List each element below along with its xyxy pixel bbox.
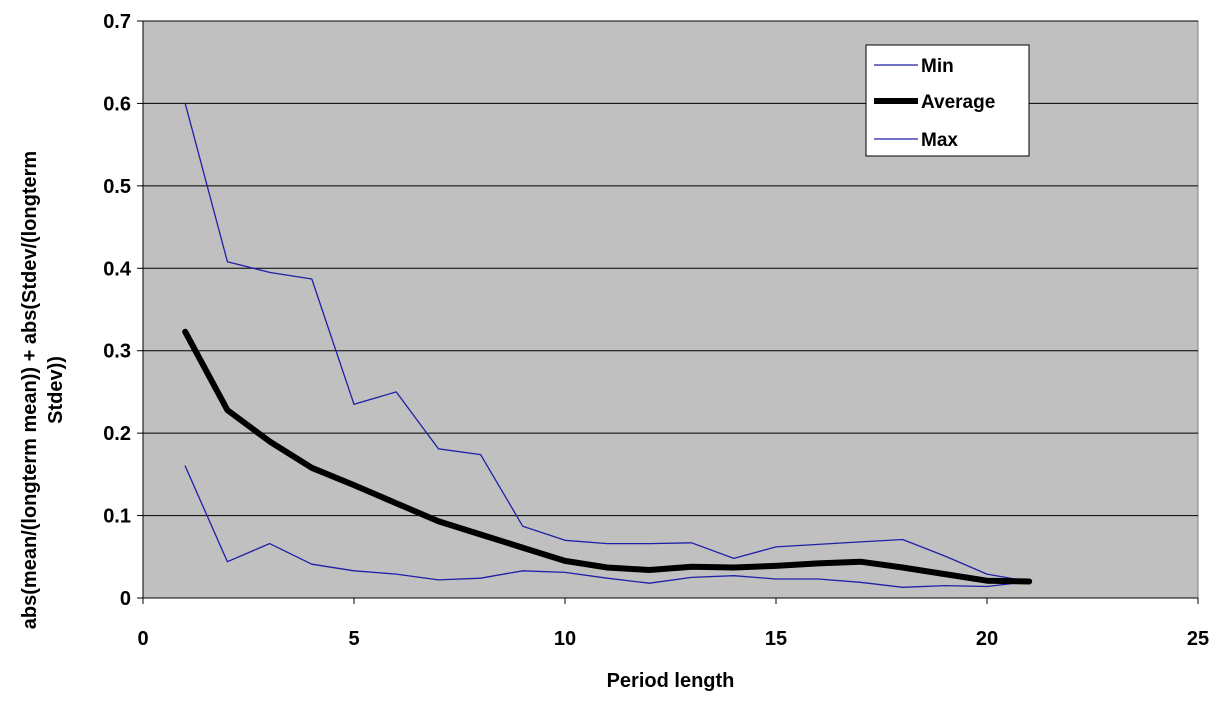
y-tick-label-1: 0.1 <box>103 506 131 528</box>
x-tick-label-0: 0 <box>137 628 148 650</box>
series-line-min <box>184 102 1030 583</box>
y-tick-label-5: 0.5 <box>103 176 131 198</box>
y-axis-title-line-1: abs(mean/(longterm mean)) + abs(Stdev/(l… <box>19 151 41 629</box>
axes <box>137 20 1199 604</box>
legend-label-min: Min <box>921 56 954 77</box>
plot-area <box>142 20 1199 599</box>
series-line-max <box>184 465 1030 588</box>
y-tick-label-2: 0.2 <box>103 423 131 445</box>
x-tick-label-5: 25 <box>1187 628 1209 650</box>
x-tick-label-1: 5 <box>348 628 359 650</box>
y-axis-title-line-2: Stdev)) <box>45 356 67 424</box>
legend-label-average: Average <box>921 92 995 113</box>
y-tick-label-0: 0 <box>120 588 131 610</box>
x-tick-label-4: 20 <box>976 628 998 650</box>
series-lines <box>182 102 1033 588</box>
y-tick-label-7: 0.7 <box>103 11 131 33</box>
x-axis-title: Period length <box>607 670 735 692</box>
tick-labels: 0 0.1 0.2 0.3 0.4 0.5 0.6 0.7 0 5 10 15 20 25 <box>103 11 1209 650</box>
x-tick-label-3: 15 <box>765 628 787 650</box>
y-tick-label-4: 0.4 <box>103 258 132 280</box>
series-line-average <box>182 328 1033 585</box>
y-tick-label-6: 0.6 <box>103 93 131 115</box>
y-axis-title: abs(mean/(longterm mean)) + abs(Stdev/(l… <box>19 151 67 629</box>
y-tick-label-3: 0.3 <box>103 341 131 363</box>
x-tick-label-2: 10 <box>554 628 576 650</box>
legend-label-max: Max <box>921 130 958 151</box>
legend: Min Average Max <box>865 44 1030 157</box>
gridlines <box>143 20 1198 517</box>
